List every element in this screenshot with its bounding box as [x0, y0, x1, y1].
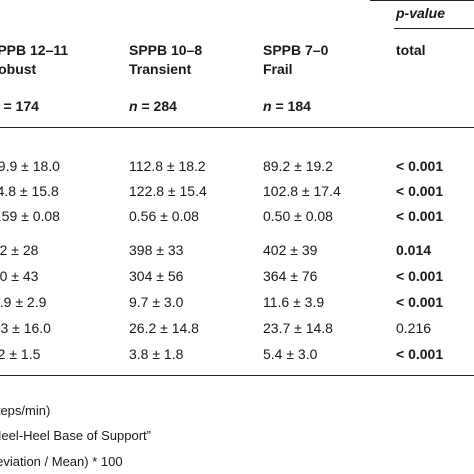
cell-frail: 0.50 ± 0.08	[263, 208, 333, 224]
cell-robust: 28.3 ± 16.0	[0, 320, 51, 336]
cell-robust: 99.9 ± 18.0	[0, 158, 60, 174]
col-header-robust-line1: SPPB 12–11	[0, 42, 69, 58]
cell-transient: 398 ± 33	[129, 242, 184, 258]
cell-robust: 0.59 ± 0.08	[0, 208, 60, 224]
cell-robust: 392 ± 28	[0, 242, 39, 258]
cell-robust: 290 ± 43	[0, 268, 39, 284]
header-bottom-rule	[0, 127, 474, 128]
cell-transient: 112.8 ± 18.2	[129, 158, 206, 174]
cell-frail: 23.7 ± 14.8	[263, 320, 333, 336]
cell-frail: 364 ± 76	[263, 268, 318, 284]
cell-transient: 3.8 ± 1.8	[129, 346, 184, 362]
col-header-transient-line2: Transient	[129, 61, 192, 77]
cell-frail: 402 ± 39	[263, 242, 318, 258]
cell-pvalue: < 0.001	[396, 208, 444, 224]
n-frail: n = 184	[263, 98, 311, 114]
cell-pvalue: < 0.001	[396, 346, 444, 362]
col-header-robust-line2: Robust	[0, 61, 37, 77]
col-header-total: total	[396, 42, 426, 58]
cell-frail: 5.4 ± 3.0	[263, 346, 318, 362]
cell-pvalue: < 0.001	[396, 268, 444, 284]
pvalue-underline	[394, 28, 474, 29]
cell-pvalue: < 0.001	[396, 158, 444, 174]
footnote: Heel-Heel Base of Support”	[0, 428, 151, 443]
cell-transient: 304 ± 56	[129, 268, 184, 284]
footnote: (Standard Deviation / Mean) * 100	[0, 454, 123, 469]
col-header-frail-line2: Frail	[263, 61, 293, 77]
cell-pvalue: < 0.001	[396, 294, 444, 310]
cell-transient: 0.56 ± 0.08	[129, 208, 199, 224]
cell-robust: 8.9 ± 2.9	[0, 294, 47, 310]
cell-frail: 11.6 ± 3.9	[263, 294, 325, 310]
n-robust: n = 174	[0, 98, 39, 114]
pvalue-group-header: p-value	[396, 5, 446, 21]
n-transient: n = 284	[129, 98, 177, 114]
col-header-transient-line1: SPPB 10–8	[129, 42, 203, 58]
cell-robust: 3.2 ± 1.5	[0, 346, 41, 362]
cell-transient: 26.2 ± 14.8	[129, 320, 199, 336]
cell-frail: 89.2 ± 19.2	[263, 158, 333, 174]
cell-frail: 102.8 ± 17.4	[263, 183, 341, 199]
cell-robust: 124.8 ± 15.8	[0, 183, 59, 199]
cell-pvalue: 0.216	[396, 320, 432, 336]
cell-pvalue: 0.014	[396, 242, 432, 258]
table-bottom-rule	[0, 375, 474, 376]
cell-transient: 9.7 ± 3.0	[129, 294, 184, 310]
col-header-frail-line1: SPPB 7–0	[263, 42, 329, 58]
cell-transient: 122.8 ± 15.4	[129, 183, 207, 199]
footnote: (steps/min)	[0, 403, 51, 418]
top-rule-pvalue	[370, 0, 474, 1]
cell-pvalue: < 0.001	[396, 183, 444, 199]
